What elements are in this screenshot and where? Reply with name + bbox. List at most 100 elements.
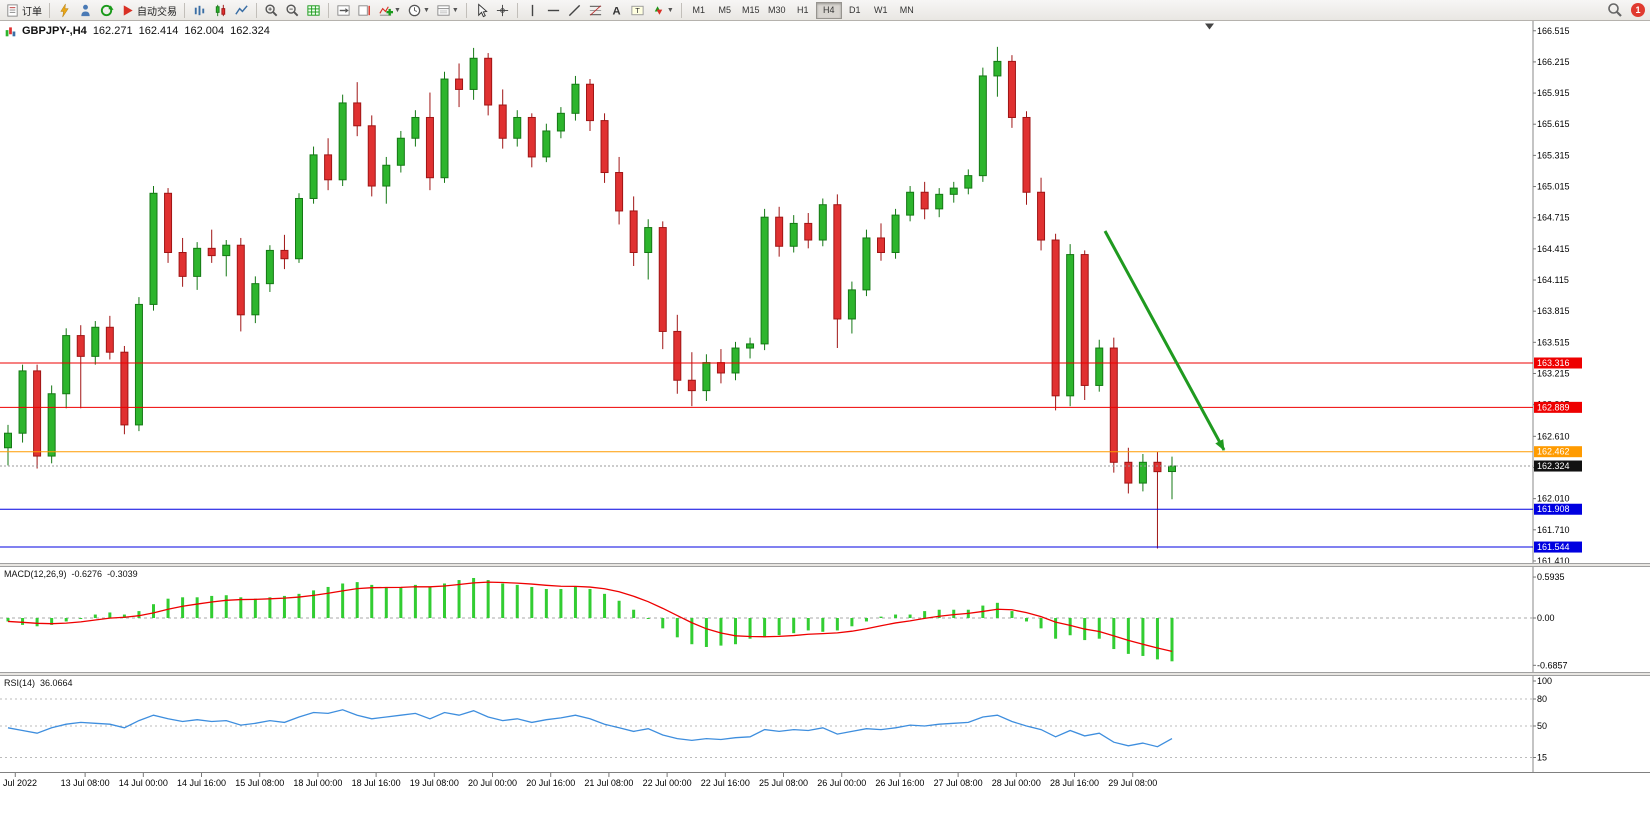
horizontal-line-icon[interactable]	[543, 0, 564, 20]
candle	[760, 216, 769, 345]
macd-histogram	[6, 577, 1174, 662]
time-axis[interactable]: Jul 2022 13 Jul 08:00 14 Jul 00:00 14 Jul 1…	[3, 773, 1157, 788]
candle	[309, 154, 318, 199]
zoom-in-icon[interactable]	[261, 0, 282, 20]
panel-divider[interactable]	[0, 563, 1650, 567]
candle	[396, 137, 405, 166]
autotrading-button[interactable]: 自动交易	[117, 0, 180, 20]
candle	[804, 222, 813, 241]
candle	[542, 130, 551, 158]
svg-text:15: 15	[1537, 753, 1547, 763]
svg-text:165.315: 165.315	[1537, 150, 1570, 160]
timeframe-button-D1[interactable]: D1	[848, 4, 861, 15]
candle	[265, 249, 274, 285]
timeframe-button-H1[interactable]: H1	[796, 4, 809, 15]
price-scale[interactable]	[1533, 21, 1650, 772]
chart-area[interactable]: 166.515 166.215 165.915 165.615 165.315 165.0…	[0, 21, 1650, 833]
candle	[411, 116, 420, 139]
candle	[746, 343, 755, 349]
trend-arrow[interactable]	[1103, 230, 1226, 451]
refresh-icon[interactable]	[96, 0, 117, 20]
arrows-icon[interactable]: ▼	[648, 0, 677, 20]
candle	[91, 326, 100, 357]
svg-text:161.908: 161.908	[1537, 504, 1570, 514]
navigator-icon[interactable]	[75, 0, 96, 20]
timeframe-button-M5[interactable]: M5	[718, 4, 731, 15]
candle	[556, 112, 565, 132]
timeframe-button-M1[interactable]: M1	[692, 4, 705, 15]
indicators-icon[interactable]: ▼	[375, 0, 404, 20]
text-icon[interactable]: A	[606, 0, 627, 20]
price-tag: 162.462	[1534, 446, 1582, 458]
periods-icon[interactable]: ▼	[404, 0, 433, 20]
svg-text:163.215: 163.215	[1537, 368, 1570, 378]
macd-axis[interactable]: 0.5935 0.00 -0.6857	[1533, 572, 1568, 670]
timeframe-button-W1[interactable]: W1	[874, 4, 888, 15]
svg-text:21 Jul 08:00: 21 Jul 08:00	[584, 778, 633, 788]
chart-symbol-icon	[5, 26, 16, 36]
rsi-axis[interactable]: 100 80 50 15	[1533, 676, 1552, 763]
candlesticks	[4, 46, 1176, 549]
candle	[513, 116, 522, 139]
autoscroll-icon[interactable]	[333, 0, 354, 20]
candle	[847, 289, 856, 320]
candle	[1168, 465, 1176, 473]
svg-text:25 Jul 08:00: 25 Jul 08:00	[759, 778, 808, 788]
label-icon[interactable]: T	[627, 0, 648, 20]
macd-value: -0.6276	[71, 569, 103, 579]
vertical-line-icon[interactable]	[522, 0, 543, 20]
candlestick-chart-icon[interactable]	[210, 0, 231, 20]
panel-divider[interactable]	[0, 672, 1650, 676]
cursor-icon[interactable]	[471, 0, 492, 20]
svg-text:26 Jul 16:00: 26 Jul 16:00	[875, 778, 924, 788]
candle	[964, 175, 973, 189]
notification-badge[interactable]: 1	[1631, 3, 1645, 17]
svg-text:A: A	[612, 5, 620, 17]
new-order-button[interactable]: 订单	[2, 0, 45, 20]
candle	[702, 362, 711, 392]
chart-shift-marker[interactable]	[1205, 23, 1214, 30]
templates-icon-glyph	[437, 4, 450, 16]
timeframe-button-M30[interactable]: M30	[767, 4, 786, 15]
vertical-line-icon-glyph	[531, 4, 534, 16]
new-order-button-label: 订单	[22, 6, 42, 18]
bar-chart-icon[interactable]	[189, 0, 210, 20]
rsi-name: RSI(14)	[4, 678, 36, 688]
candle	[222, 244, 231, 257]
search-button[interactable]	[1604, 0, 1626, 20]
candle	[586, 83, 594, 122]
candle	[338, 102, 347, 181]
candle	[1051, 239, 1060, 397]
chart-shift-icon[interactable]	[354, 0, 375, 20]
timeframe-button-M15[interactable]: M15	[741, 4, 760, 15]
candle	[731, 347, 740, 374]
svg-text:0.00: 0.00	[1537, 613, 1555, 623]
timeframe-button-H4[interactable]: H4	[815, 1, 842, 19]
svg-text:162.462: 162.462	[1537, 447, 1570, 457]
crosshair-icon-glyph	[496, 4, 508, 16]
grid-icon[interactable]	[303, 0, 324, 20]
fibonacci-icon[interactable]	[585, 0, 606, 20]
candle	[280, 249, 289, 260]
macd-label: MACD(12,26,9) -0.6276 -0.3039	[4, 569, 138, 579]
candle	[716, 362, 725, 374]
trendline-icon[interactable]	[564, 0, 585, 20]
time-scale[interactable]	[0, 773, 1650, 793]
candle	[149, 192, 158, 305]
candle	[1066, 254, 1075, 397]
crosshair-icon[interactable]	[492, 0, 513, 20]
templates-icon[interactable]: ▼	[433, 0, 462, 20]
svg-text:14 Jul 00:00: 14 Jul 00:00	[119, 778, 168, 788]
timeframe-button-MN[interactable]: MN	[899, 4, 914, 15]
candle	[324, 154, 333, 181]
line-chart-icon[interactable]	[231, 0, 252, 20]
candle	[644, 227, 653, 253]
candle	[687, 379, 696, 392]
toolbar-separator	[184, 2, 185, 18]
alerts-icon[interactable]	[54, 0, 75, 20]
bar-chart-icon-glyph	[194, 5, 205, 15]
svg-text:163.815: 163.815	[1537, 306, 1570, 316]
candle	[920, 191, 929, 210]
candle	[353, 102, 362, 127]
zoom-out-icon[interactable]	[282, 0, 303, 20]
